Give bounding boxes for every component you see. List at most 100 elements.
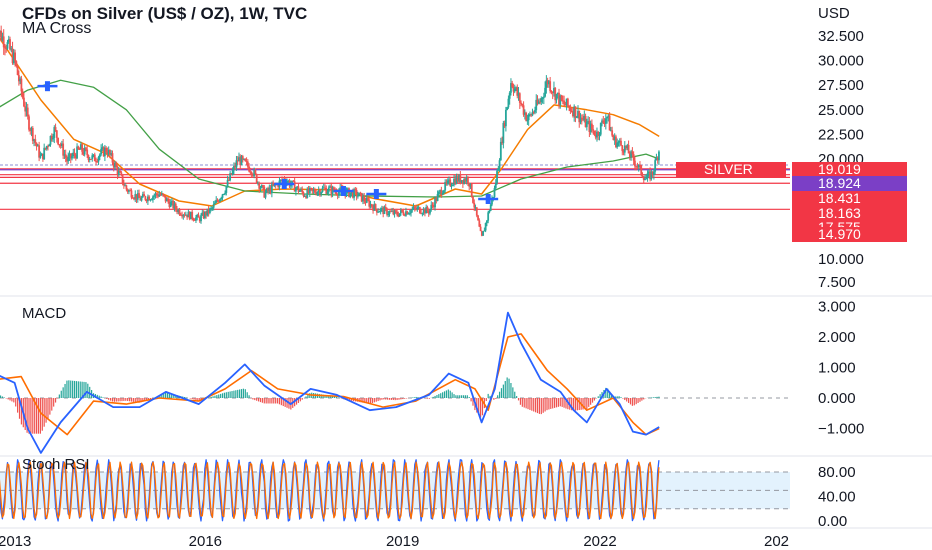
macd-histogram-bar (278, 398, 281, 405)
price-candle (245, 161, 248, 163)
price-candle (483, 230, 486, 232)
macd-histogram-bar (495, 398, 497, 399)
price-candle (641, 174, 644, 178)
price-candle (326, 191, 329, 194)
price-candle (480, 231, 483, 236)
price-candle (625, 145, 627, 149)
price-candle (517, 93, 520, 96)
price-candle (387, 213, 390, 215)
macd-histogram-bar (267, 398, 269, 404)
time-axis[interactable]: 2013 2016 2019 2022 202 (0, 533, 789, 550)
price-candle (263, 186, 266, 198)
price-candle (193, 219, 196, 221)
macd-histogram-bar (544, 398, 546, 412)
macd-histogram-bar (24, 398, 26, 430)
macd-tick-label: 0.000 (818, 390, 856, 407)
price-candle (554, 87, 557, 101)
macd-histogram-bar (28, 398, 30, 434)
price-candle (499, 141, 502, 161)
price-candle (555, 94, 558, 101)
macd-histogram-bar (81, 381, 83, 398)
price-candle (351, 191, 354, 198)
time-tick-label: 2019 (386, 533, 419, 550)
price-candle (622, 150, 625, 153)
price-candle (93, 154, 96, 162)
price-candle (287, 180, 290, 183)
price-candle (91, 155, 94, 159)
price-candle (507, 98, 510, 108)
price-candle (31, 128, 34, 141)
macd-histogram-bar (624, 398, 626, 401)
price-candle (398, 213, 401, 217)
price-candle (339, 187, 342, 192)
price-candle (642, 177, 645, 180)
price-candle (25, 107, 28, 112)
price-candle (98, 154, 101, 157)
macd-histogram-bar (37, 398, 40, 434)
macd-histogram-bar (35, 398, 38, 434)
price-candle (454, 178, 457, 184)
macd-histogram-bar (335, 396, 337, 398)
level-tag (792, 191, 907, 206)
price-candle (121, 174, 124, 184)
price-candle (311, 188, 314, 191)
macd-histogram-bar (166, 392, 169, 398)
price-candle (536, 99, 539, 104)
price-candle (616, 142, 619, 148)
price-candle (569, 107, 572, 111)
price-candle (208, 208, 211, 214)
price-candle (157, 194, 159, 197)
macd-histogram-bar (597, 396, 599, 398)
price-candle (649, 171, 651, 180)
macd-histogram-bar (462, 395, 465, 398)
price-candle (627, 144, 630, 154)
macd-histogram-bar (464, 395, 467, 398)
macd-histogram-bar (276, 398, 279, 404)
price-candle (418, 207, 421, 214)
macd-histogram-bar (252, 398, 254, 400)
price-candle (458, 174, 460, 182)
price-candle (138, 193, 140, 198)
macd-histogram-bar (271, 398, 273, 404)
macd-histogram-bar (392, 398, 394, 401)
price-candle (596, 131, 598, 138)
price-candle (16, 66, 19, 76)
price-candle (71, 156, 73, 159)
price-candle (308, 187, 311, 194)
macd-histogram-bar (225, 392, 227, 398)
price-candle (131, 197, 134, 199)
macd-histogram-bar (307, 394, 309, 398)
macd-histogram-bar (240, 389, 243, 398)
price-candle (62, 143, 65, 156)
price-candle (306, 188, 309, 198)
price-candle (174, 203, 177, 209)
price-candle (130, 190, 133, 198)
price-candle (378, 211, 381, 213)
macd-histogram-bar (221, 393, 224, 398)
price-axis[interactable]: USD 32.50030.00027.50025.00022.50020.000… (676, 5, 907, 291)
price-candle (375, 208, 378, 213)
price-candle (300, 189, 302, 191)
price-candle (140, 197, 143, 201)
price-candle (10, 48, 13, 50)
price-candle (279, 179, 282, 181)
price-candle (628, 153, 631, 158)
macd-histogram-bar (629, 398, 632, 405)
price-candle (498, 160, 501, 169)
macd-histogram-bar (593, 398, 596, 401)
macd-histogram-bar (548, 398, 550, 410)
macd-histogram-bar (517, 398, 520, 401)
price-candle (455, 176, 458, 184)
price-candle (219, 199, 221, 202)
price-candle (216, 199, 219, 201)
price-candle (542, 96, 545, 98)
price-candle (479, 226, 482, 232)
price-candle (435, 198, 438, 201)
macd-histogram-bar (333, 396, 336, 398)
price-candle (52, 137, 54, 140)
price-candle (195, 217, 197, 221)
price-candle (229, 173, 232, 181)
price-candle (534, 110, 536, 113)
